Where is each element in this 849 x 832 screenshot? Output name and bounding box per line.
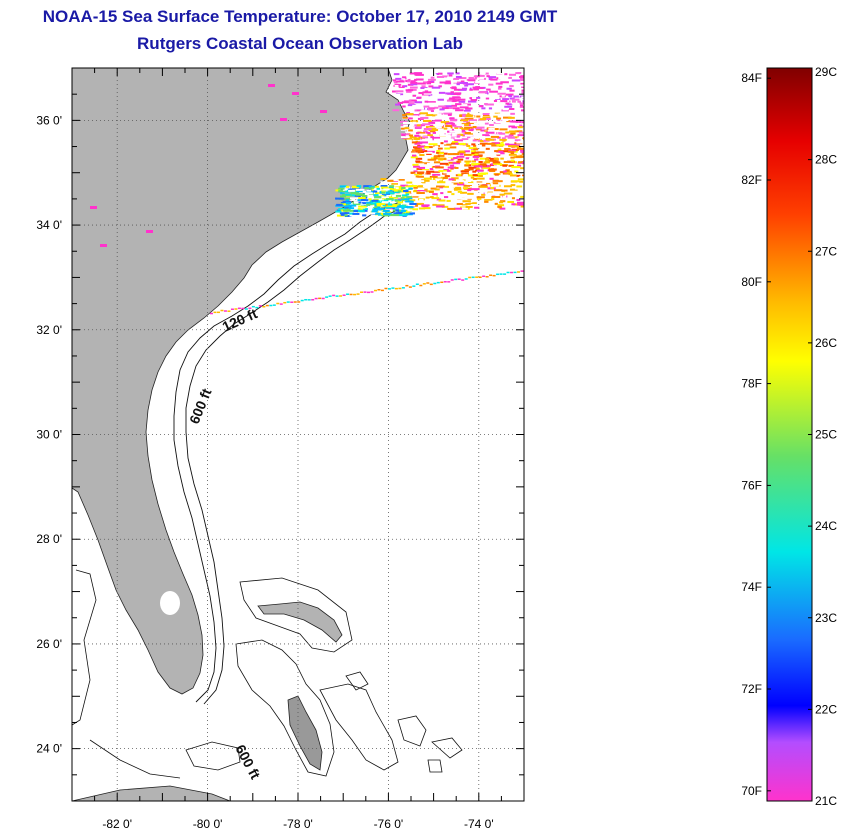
- colorbar-celsius-label: 22C: [815, 702, 837, 716]
- colorbar-celsius-label: 27C: [815, 244, 837, 258]
- colorbar-fahrenheit-label: 84F: [741, 71, 762, 85]
- colorbar-fahrenheit-label: 82F: [741, 173, 762, 187]
- colorbar-fahrenheit-label: 78F: [741, 377, 762, 391]
- lat-tick-label: 26 0': [36, 637, 62, 651]
- land-cuba: [72, 785, 231, 801]
- land-grand-bahama: [257, 601, 343, 643]
- colorbar-celsius-label: 28C: [815, 153, 837, 167]
- lat-tick-label: 28 0': [36, 532, 62, 546]
- lat-tick-label: 30 0': [36, 428, 62, 442]
- colorbar-fahrenheit-label: 70F: [741, 784, 762, 798]
- map-title: NOAA-15 Sea Surface Temperature: October…: [42, 7, 558, 26]
- map-subtitle: Rutgers Coastal Ocean Observation Lab: [137, 34, 463, 53]
- lat-tick-label: 34 0': [36, 218, 62, 232]
- colorbar-fahrenheit-label: 72F: [741, 682, 762, 696]
- bahamas-bank-outlines: [72, 569, 463, 779]
- isobath-600ft: [185, 204, 411, 705]
- colorbar-fahrenheit-label: 80F: [741, 275, 762, 289]
- land-andros: [287, 695, 323, 771]
- lon-tick-label: -82 0': [102, 817, 132, 831]
- lon-tick-label: -74 0': [464, 817, 494, 831]
- lon-tick-label: -78 0': [283, 817, 313, 831]
- colorbar-celsius-label: 21C: [815, 794, 837, 808]
- lat-tick-label: 32 0': [36, 323, 62, 337]
- isobath-120ft: [173, 199, 406, 703]
- sst-data-swath: [90, 72, 524, 315]
- colorbar-celsius-label: 23C: [815, 611, 837, 625]
- colorbar-celsius-label: 24C: [815, 519, 837, 533]
- colorbar-labels: 29C 28C 27C 26C 25C 24C 23C 22C 21C 84F 82F 80F 78F 7…: [741, 65, 837, 808]
- colorbar: [766, 67, 813, 802]
- lon-tick-label: -80 0': [193, 817, 223, 831]
- lat-tick-label: 36 0': [36, 113, 62, 127]
- land-us-east-coast: [72, 68, 411, 695]
- colorbar-celsius-label: 25C: [815, 428, 837, 442]
- colorbar-fahrenheit-label: 74F: [741, 580, 762, 594]
- map-axes: -82 0' -80 0' -78 0' -76 0' -74 0' 36 0' 34 0'…: [36, 67, 525, 831]
- lake-okeechobee: [160, 591, 180, 615]
- colorbar-celsius-label: 26C: [815, 336, 837, 350]
- colorbar-fahrenheit-label: 76F: [741, 478, 762, 492]
- colorbar-celsius-label: 29C: [815, 65, 837, 79]
- lat-tick-label: 24 0': [36, 742, 62, 756]
- lon-tick-label: -76 0': [374, 817, 404, 831]
